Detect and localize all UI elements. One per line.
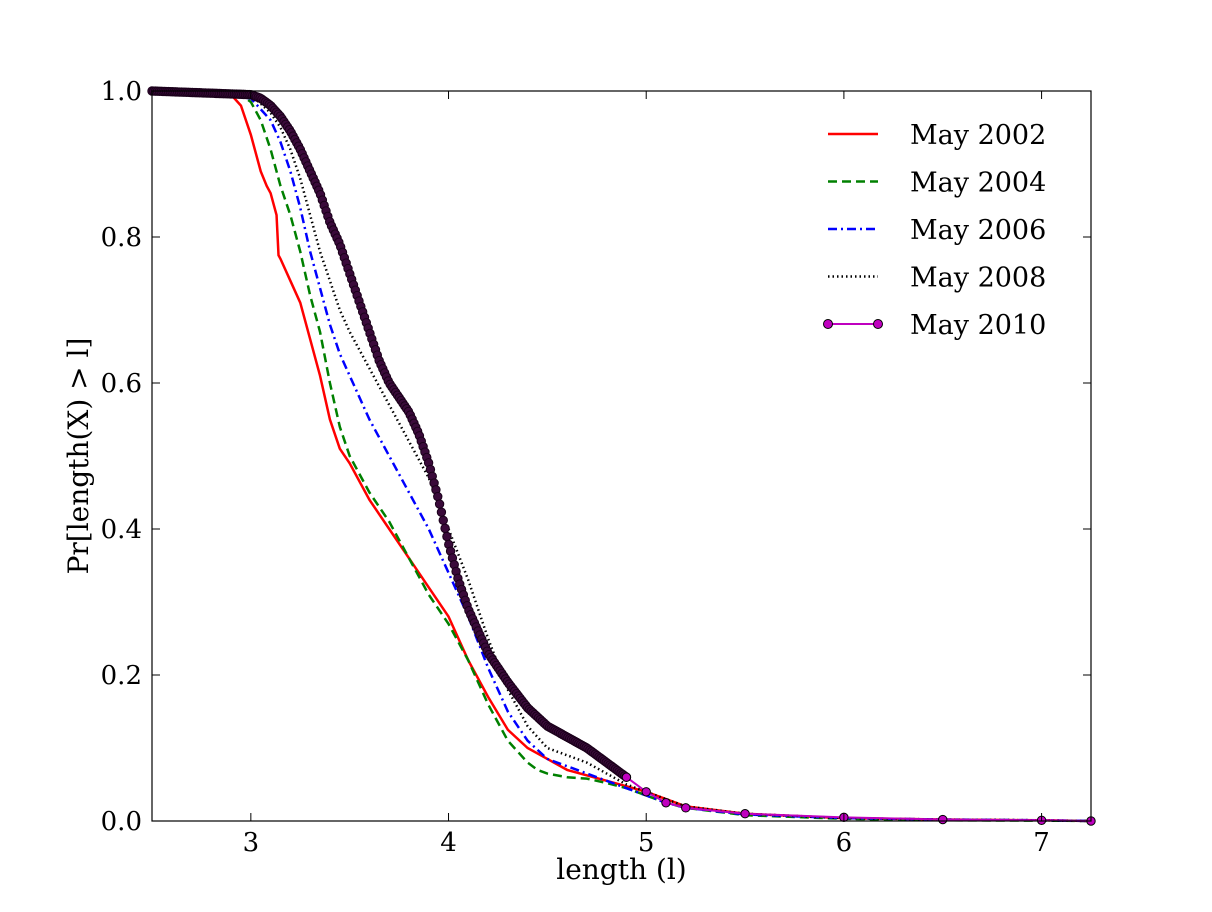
x-axis-label: length (l): [556, 853, 686, 886]
legend: May 2002 May 2004 May 2006 May 2008 May 2010: [823, 120, 1046, 341]
x-tick-label: 5: [638, 828, 655, 858]
legend-marker-may-2010: [823, 319, 833, 329]
legend-label-may-2004: May 2004: [910, 168, 1046, 199]
series-line-may-2010: [151, 90, 1092, 822]
x-tick-label: 4: [440, 828, 457, 858]
series-line-may-2004: [151, 89, 1092, 823]
legend-item-may-2006: May 2006: [828, 215, 1046, 246]
series-marker-may-2010: [436, 507, 447, 517]
legend-label-may-2002: May 2002: [910, 120, 1046, 151]
legend-item-may-2004: May 2004: [828, 168, 1046, 199]
legend-label-may-2008: May 2008: [910, 263, 1046, 294]
series-marker-may-2010: [442, 531, 452, 542]
series-may-2004: [151, 89, 1092, 823]
series-marker-may-2010: [740, 809, 750, 819]
series-may-2010: [147, 86, 1096, 826]
legend-marker-may-2010: [873, 319, 883, 329]
series-may-2006: [151, 89, 1092, 823]
series-may-2002: [151, 89, 1092, 823]
x-tick-label: 7: [1033, 828, 1050, 858]
series-line-may-2008: [151, 89, 1092, 823]
legend-label-may-2010: May 2010: [910, 310, 1046, 341]
y-tick-label: 0.6: [101, 369, 142, 399]
series-marker-may-2010: [438, 515, 448, 525]
x-tick-label: 6: [836, 828, 853, 858]
y-axis-label: Pr[length(X) > l]: [62, 338, 95, 575]
series-may-2008: [151, 89, 1092, 823]
series-marker-may-2010: [434, 499, 445, 509]
legend-item-may-2010: May 2010: [823, 310, 1046, 341]
ticks-layer: 3 4 5 6 7 0.0 0.2 0.4 0.6 0.8 1.0: [101, 77, 1091, 858]
series-line-may-2002: [151, 89, 1092, 823]
series-layer: [147, 86, 1096, 826]
legend-item-may-2008: May 2008: [828, 263, 1046, 294]
series-marker-may-2010: [641, 787, 651, 797]
series-marker-may-2010: [661, 798, 671, 808]
series-marker-may-2010: [440, 523, 450, 534]
series-line-may-2006: [151, 89, 1092, 823]
y-tick-label: 0.4: [101, 515, 142, 545]
y-tick-label: 0.2: [101, 661, 142, 691]
plot-frame: [151, 90, 1092, 822]
y-tick-label: 0.8: [101, 223, 142, 253]
series-marker-may-2010: [621, 772, 632, 782]
legend-item-may-2002: May 2002: [828, 120, 1046, 151]
y-tick-label: 0.0: [101, 807, 142, 837]
y-tick-label: 1.0: [101, 77, 142, 107]
x-tick-label: 3: [243, 828, 260, 858]
legend-label-may-2006: May 2006: [910, 215, 1046, 246]
series-marker-may-2010: [681, 803, 691, 813]
series-marker-may-2010: [938, 814, 948, 825]
